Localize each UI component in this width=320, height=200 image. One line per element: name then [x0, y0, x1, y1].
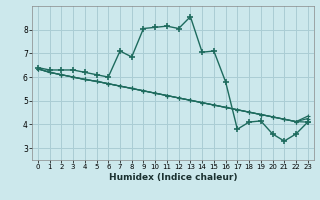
- X-axis label: Humidex (Indice chaleur): Humidex (Indice chaleur): [108, 173, 237, 182]
